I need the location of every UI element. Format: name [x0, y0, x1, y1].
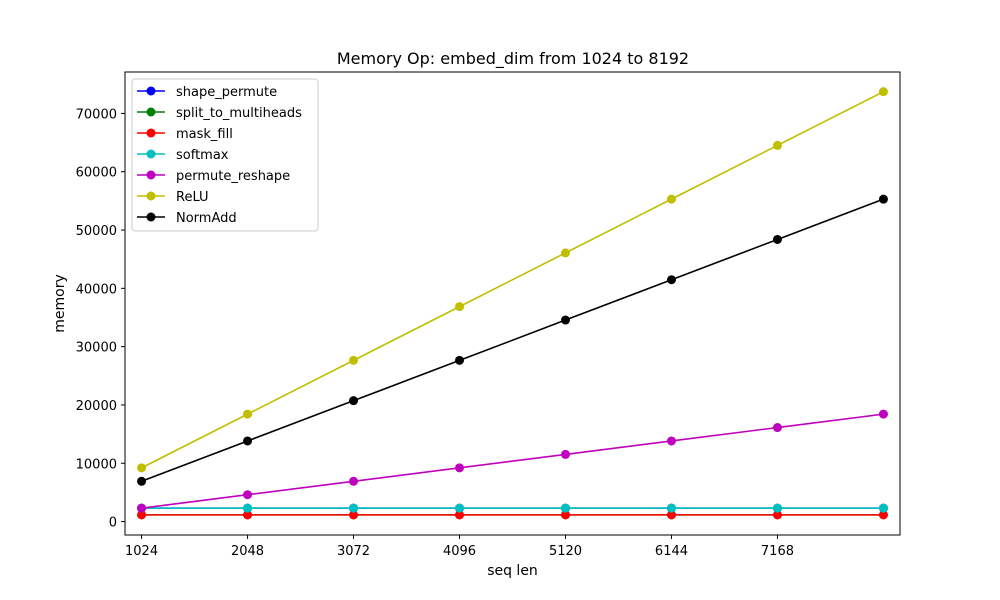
data-point	[878, 87, 888, 97]
data-point	[878, 510, 888, 520]
legend-label: permute_reshape	[176, 169, 290, 184]
data-point	[560, 315, 570, 325]
series-NormAdd	[137, 194, 888, 486]
data-point	[243, 436, 253, 446]
data-point	[772, 510, 782, 520]
data-point	[137, 510, 147, 520]
x-tick-label: 7168	[761, 544, 794, 559]
legend-swatch-marker	[146, 170, 156, 180]
legend-label: split_to_multiheads	[176, 106, 302, 121]
y-tick-label: 70000	[76, 107, 117, 122]
data-point	[349, 476, 359, 486]
legend-swatch-marker	[146, 107, 156, 117]
y-axis-label: memory	[52, 274, 68, 333]
legend: shape_permute split_to_multiheads mask_fil…	[131, 78, 319, 232]
legend-label: softmax	[176, 148, 229, 163]
data-point	[772, 140, 782, 150]
data-point	[560, 449, 570, 459]
series-layer	[137, 87, 888, 520]
data-point	[772, 423, 782, 433]
legend-item: shape_permute	[137, 85, 277, 100]
x-axis-label: seq len	[487, 563, 538, 579]
data-point	[243, 503, 253, 513]
series-line	[141, 413, 884, 509]
legend-swatch-marker	[146, 191, 156, 201]
x-tick-label: 5120	[549, 544, 582, 559]
x-tick-label: 3072	[337, 544, 370, 559]
data-point	[772, 234, 782, 244]
data-point	[666, 436, 676, 446]
data-point	[455, 463, 465, 473]
y-tick-label: 10000	[76, 457, 117, 472]
series-permute-reshape	[137, 409, 888, 513]
y-tick-label: 20000	[76, 399, 117, 414]
data-point	[349, 510, 359, 520]
data-point	[243, 409, 253, 419]
data-point	[666, 275, 676, 285]
legend-label: NormAdd	[176, 211, 237, 226]
y-tick-label: 0	[109, 516, 117, 531]
data-point	[560, 503, 570, 513]
series-line	[141, 90, 884, 469]
x-axis: 1024 2048 3072 4096 5120 6144 7168	[125, 535, 794, 559]
x-tick-label: 6144	[655, 544, 688, 559]
data-point	[455, 510, 465, 520]
x-tick-label: 1024	[125, 544, 158, 559]
data-point	[878, 409, 888, 419]
data-point	[137, 463, 147, 473]
legend-item: permute_reshape	[137, 169, 290, 184]
y-axis: 0 10000 20000 30000 40000 50000 60000 70000	[76, 107, 125, 531]
data-point	[349, 503, 359, 513]
legend-label: ReLU	[176, 190, 209, 205]
data-point	[455, 302, 465, 312]
data-point	[666, 194, 676, 204]
data-point	[349, 355, 359, 365]
legend-swatch-marker	[146, 86, 156, 96]
x-tick-label: 4096	[443, 544, 476, 559]
y-tick-label: 30000	[76, 341, 117, 356]
legend-item: split_to_multiheads	[137, 106, 302, 121]
data-point	[455, 355, 465, 365]
data-point	[243, 510, 253, 520]
series-mask-fill	[137, 510, 888, 520]
legend-box	[131, 78, 319, 232]
data-point	[455, 503, 465, 513]
legend-item: ReLU	[137, 190, 209, 205]
legend-item: NormAdd	[137, 211, 237, 226]
data-point	[137, 476, 147, 486]
legend-swatch-marker	[146, 128, 156, 138]
series-line	[141, 198, 884, 483]
legend-item: softmax	[137, 148, 229, 163]
legend-swatch-marker	[146, 212, 156, 222]
data-point	[243, 490, 253, 500]
x-tick-label: 2048	[231, 544, 264, 559]
legend-swatch-marker	[146, 149, 156, 159]
legend-label: shape_permute	[176, 85, 277, 100]
data-point	[772, 503, 782, 513]
data-point	[137, 503, 147, 513]
data-point	[666, 503, 676, 513]
data-point	[349, 396, 359, 406]
y-tick-label: 40000	[76, 282, 117, 297]
plot-area	[124, 71, 901, 536]
data-point	[878, 194, 888, 204]
y-tick-label: 60000	[76, 166, 117, 181]
series-ReLU	[137, 87, 888, 473]
y-tick-label: 50000	[76, 224, 117, 239]
chart-title: Memory Op: embed_dim from 1024 to 8192	[337, 49, 689, 69]
legend-label: mask_fill	[176, 127, 233, 142]
data-point	[666, 510, 676, 520]
data-point	[560, 510, 570, 520]
legend-item: mask_fill	[137, 127, 233, 142]
data-point	[878, 503, 888, 513]
data-point	[560, 248, 570, 258]
series-softmax	[137, 503, 888, 513]
